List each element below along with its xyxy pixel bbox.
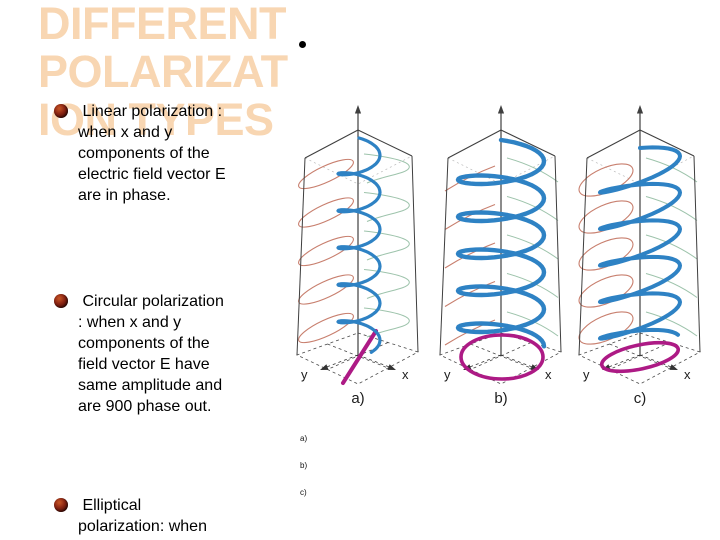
polarization-panel-a: y x a) (288, 100, 430, 410)
x-component-wave (506, 196, 559, 221)
z-axis-arrow (497, 105, 505, 114)
x-component-wave (363, 192, 410, 222)
x-component-wave (645, 234, 698, 260)
panel-label: a) (351, 390, 364, 407)
y-component-wave (298, 158, 354, 190)
figure-caption-c: c) (300, 488, 307, 497)
panel-label: c) (634, 390, 647, 407)
polarization-diagram-b: y x b) (438, 105, 563, 407)
polarization-panel-b: y x b) (431, 100, 573, 410)
y-component-wave (298, 197, 354, 228)
x-component-wave (363, 153, 410, 184)
y-component-wave (578, 274, 634, 308)
polarization-diagram-c: y x c) (577, 105, 702, 407)
z-axis-arrow (636, 105, 644, 114)
panel-label: b) (494, 390, 507, 407)
y-component-wave (578, 311, 634, 345)
bullet-text-elliptical: Elliptical polarization: when (78, 497, 207, 535)
bullet-text-linear: Linear polarization : when x and y compo… (78, 103, 226, 204)
e-field-wave (336, 136, 382, 354)
figure-caption-a: a) (300, 434, 308, 443)
slide-title: DIFFERENT POLARIZAT ION TYPES (38, 0, 288, 145)
polarization-diagram-a: y x a) (295, 105, 420, 407)
y-axis-label: y (583, 367, 590, 382)
y-component-wave (444, 165, 496, 192)
e-field-wave (598, 145, 682, 341)
y-component-wave (578, 163, 634, 197)
x-component-wave (645, 196, 698, 221)
y-component-wave (444, 203, 496, 230)
bullet-sphere-icon (54, 294, 68, 308)
x-axis-arrow (669, 364, 678, 370)
y-axis-label: y (301, 367, 308, 382)
base-trace (599, 340, 681, 374)
figure-caption-b: b) (300, 461, 308, 470)
y-axis-label: y (444, 367, 451, 382)
y-component-wave (444, 242, 496, 269)
bullet-item-linear: Linear polarization : when x and y compo… (52, 101, 272, 206)
bullet-sphere-icon (54, 498, 68, 512)
x-axis-label: x (545, 367, 552, 382)
x-axis-label: x (684, 367, 691, 382)
y-component-wave (298, 312, 354, 344)
bullet-sphere-icon (54, 104, 68, 118)
y-component-wave (298, 274, 354, 305)
bullet-item-circular: Circular polarization : when x and y com… (52, 291, 272, 417)
z-axis-arrow (354, 105, 362, 114)
x-component-wave (645, 311, 698, 337)
x-component-wave (363, 307, 410, 338)
base-trace (341, 329, 378, 385)
x-component-wave (363, 230, 410, 261)
e-field-wave (455, 137, 547, 349)
bullet-item-elliptical: Elliptical polarization: when (52, 495, 272, 537)
x-component-wave (363, 269, 410, 299)
bullet-text-circular: Circular polarization : when x and y com… (78, 293, 224, 415)
polarization-panel-c: y x c) (570, 100, 712, 410)
x-axis-arrow (387, 364, 396, 370)
figure-bullet-dot (299, 41, 306, 48)
x-component-wave (506, 157, 559, 183)
x-component-wave (645, 273, 698, 298)
component-waves (298, 153, 410, 344)
y-component-wave (298, 235, 354, 267)
y-axis-arrow (320, 364, 329, 370)
x-axis-label: x (402, 367, 409, 382)
base-trace (459, 333, 545, 381)
